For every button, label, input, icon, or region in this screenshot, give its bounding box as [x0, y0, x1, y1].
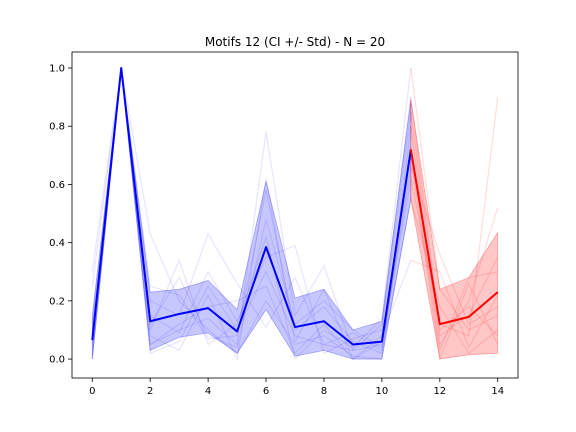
motif-history-line-9: [91, 67, 412, 355]
motif-forecast-line-5: [410, 111, 499, 337]
motif-forecast-line-7: [410, 146, 498, 353]
x-tick-label: 2: [147, 386, 153, 397]
y-tick-label: 0.0: [49, 355, 65, 366]
motif-forecast-line-0: [410, 97, 499, 337]
x-tick-label: 6: [263, 386, 269, 397]
x-tick-label: 12: [433, 386, 446, 397]
axes: 0 2 4 6 8 10 12 14 0.0 0.2 0.4 0.6 0.8 1.0: [49, 64, 504, 397]
axes-frame: [71, 51, 519, 379]
plot-area: [91, 67, 499, 362]
motif-history-line-7: [91, 67, 412, 360]
x-tick-label: 14: [491, 386, 504, 397]
forecast-std-band: [410, 99, 499, 360]
forecast-mean-line: [409, 149, 499, 326]
motif-history-line-1: [91, 67, 412, 360]
history-mean-line: [91, 67, 412, 346]
y-tick-label: 1.0: [49, 64, 65, 75]
motif-forecast-line-6: [410, 198, 499, 355]
y-tick-label: 0.2: [49, 296, 65, 307]
x-tick-label: 8: [321, 386, 327, 397]
x-tick-label: 0: [89, 386, 95, 397]
y-tick-label: 0.6: [49, 180, 65, 191]
x-tick-label: 10: [376, 386, 389, 397]
motif-forecast-line-4: [410, 259, 499, 349]
chart-title: Motifs 12 (CI +/- Std) - N = 20: [205, 35, 385, 49]
motif-forecast-line-2: [410, 67, 498, 331]
motif-history-line-3: [91, 67, 412, 352]
motif-history-line-0: [91, 67, 412, 360]
y-tick-label: 0.4: [49, 238, 65, 249]
motif-forecast-line-8: [410, 166, 499, 326]
motif-history-line-4: [91, 67, 412, 362]
motif-forecast-line-9: [410, 97, 499, 337]
y-tick-label: 0.8: [49, 122, 65, 133]
x-tick-label: 4: [205, 386, 211, 397]
